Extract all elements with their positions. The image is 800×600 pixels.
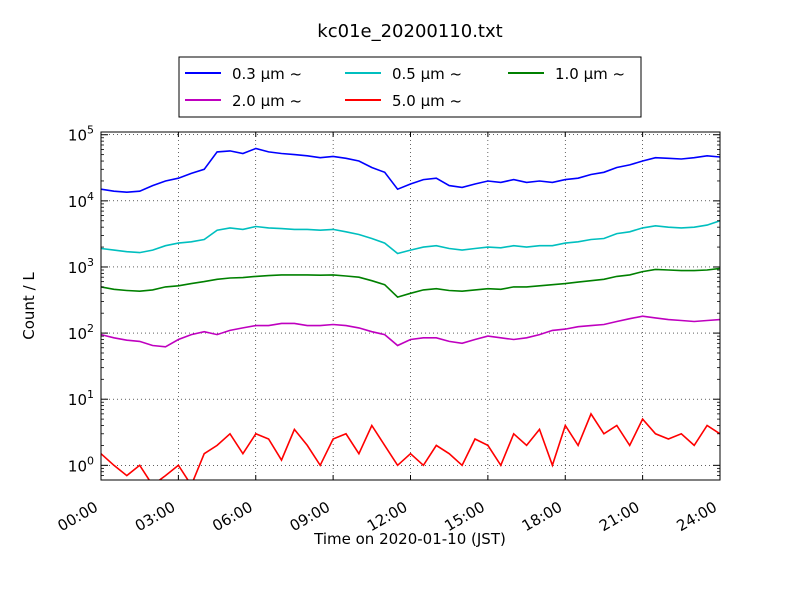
x-axis-label: Time on 2020-01-10 (JST) xyxy=(313,530,506,548)
series-line xyxy=(101,220,720,255)
series-line xyxy=(101,315,720,348)
y-tick-label: 103 xyxy=(68,256,94,277)
legend-label: 2.0 μm ~ xyxy=(232,92,302,110)
x-tick-label: 21:00 xyxy=(596,498,642,535)
x-tick-label: 06:00 xyxy=(209,498,255,535)
y-axis-label: Count / L xyxy=(20,272,38,340)
y-tick-label: 105 xyxy=(68,124,94,145)
legend-label: 5.0 μm ~ xyxy=(392,92,462,110)
x-tick-label: 24:00 xyxy=(674,498,720,535)
legend-label: 0.5 μm ~ xyxy=(392,65,462,83)
chart-title: kc01e_20200110.txt xyxy=(317,21,502,42)
x-tick-label: 00:00 xyxy=(55,498,101,535)
legend-box xyxy=(178,56,642,118)
series-line xyxy=(101,147,720,194)
series-line xyxy=(101,267,720,298)
plot-lines xyxy=(101,147,720,480)
y-tick-label: 101 xyxy=(68,388,94,409)
y-tick-label: 100 xyxy=(68,454,94,475)
series-line xyxy=(101,412,720,480)
x-tick-label: 18:00 xyxy=(519,498,565,535)
legend-label: 0.3 μm ~ xyxy=(232,65,302,83)
y-tick-label: 102 xyxy=(68,322,94,343)
legend-label: 1.0 μm ~ xyxy=(555,65,625,83)
x-tick-label: 03:00 xyxy=(132,498,178,535)
y-tick-label: 104 xyxy=(68,190,94,211)
